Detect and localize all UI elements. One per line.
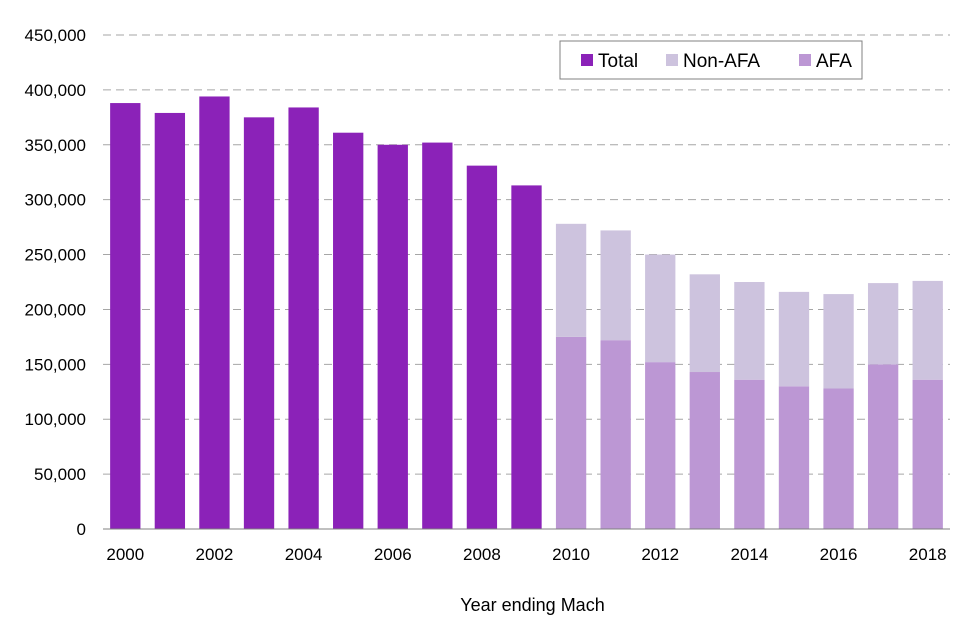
x-tick-label: 2006 xyxy=(374,545,412,564)
legend-swatch-total xyxy=(581,54,593,66)
bar-total xyxy=(333,132,364,530)
legend-label-afa: AFA xyxy=(816,51,852,72)
bar-total xyxy=(377,144,408,529)
bar-non-afa xyxy=(689,274,720,373)
bar-afa xyxy=(912,379,943,529)
bar-afa xyxy=(734,379,765,529)
y-tick-label: 450,000 xyxy=(25,26,86,45)
y-axis-tick-labels: 0 50,000 100,000 150,000 200,000 250,000 300,0… xyxy=(25,26,86,539)
bar-total xyxy=(466,165,498,529)
bar-afa xyxy=(823,388,854,529)
bar-non-afa xyxy=(734,282,765,380)
y-tick-label: 350,000 xyxy=(25,136,86,155)
bar-total xyxy=(422,142,453,530)
bar-total xyxy=(154,112,186,529)
legend-label-non-afa: Non-AFA xyxy=(683,51,760,72)
bar-afa xyxy=(689,372,720,529)
bar-non-afa xyxy=(867,283,899,365)
x-tick-label: 2014 xyxy=(730,545,768,564)
legend-swatch-afa xyxy=(799,54,811,66)
legend-swatch-non-afa xyxy=(666,54,678,66)
x-tick-label: 2012 xyxy=(641,545,679,564)
y-tick-label: 250,000 xyxy=(25,246,86,265)
y-tick-label: 150,000 xyxy=(25,355,86,374)
bar-afa xyxy=(778,386,810,529)
bar-afa xyxy=(867,364,899,529)
x-axis-title: Year ending Mach xyxy=(460,595,604,615)
bar-non-afa xyxy=(555,223,587,337)
x-tick-label: 2016 xyxy=(820,545,858,564)
x-tick-label: 2008 xyxy=(463,545,501,564)
bar-non-afa xyxy=(645,254,676,363)
x-tick-label: 2010 xyxy=(552,545,590,564)
bar-total xyxy=(243,117,275,529)
bar-afa xyxy=(645,362,676,529)
y-tick-label: 0 xyxy=(77,520,86,539)
x-tick-label: 2018 xyxy=(909,545,947,564)
x-tick-label: 2000 xyxy=(106,545,144,564)
x-axis-tick-labels: 2000 2002 2004 2006 2008 2010 2012 2014 2016 2018 xyxy=(106,545,946,564)
y-tick-label: 100,000 xyxy=(25,410,86,429)
y-tick-label: 200,000 xyxy=(25,300,86,319)
legend-label-total: Total xyxy=(598,51,638,72)
bar-total xyxy=(511,185,542,529)
x-tick-label: 2004 xyxy=(285,545,323,564)
y-tick-label: 50,000 xyxy=(34,465,86,484)
bar-total xyxy=(288,107,319,529)
legend-box xyxy=(559,40,863,80)
bar-afa xyxy=(600,340,631,529)
bar-non-afa xyxy=(600,230,631,341)
bar-non-afa xyxy=(778,291,810,387)
y-tick-label: 400,000 xyxy=(25,81,86,100)
bars xyxy=(110,96,943,530)
x-tick-label: 2002 xyxy=(196,545,234,564)
y-tick-label: 300,000 xyxy=(25,191,86,210)
legend: Total Non-AFA AFA xyxy=(559,40,863,80)
bar-non-afa xyxy=(823,294,854,389)
bar-total xyxy=(110,103,141,529)
bar-non-afa xyxy=(912,280,943,380)
bar-afa xyxy=(555,336,587,529)
bar-total xyxy=(199,96,230,529)
